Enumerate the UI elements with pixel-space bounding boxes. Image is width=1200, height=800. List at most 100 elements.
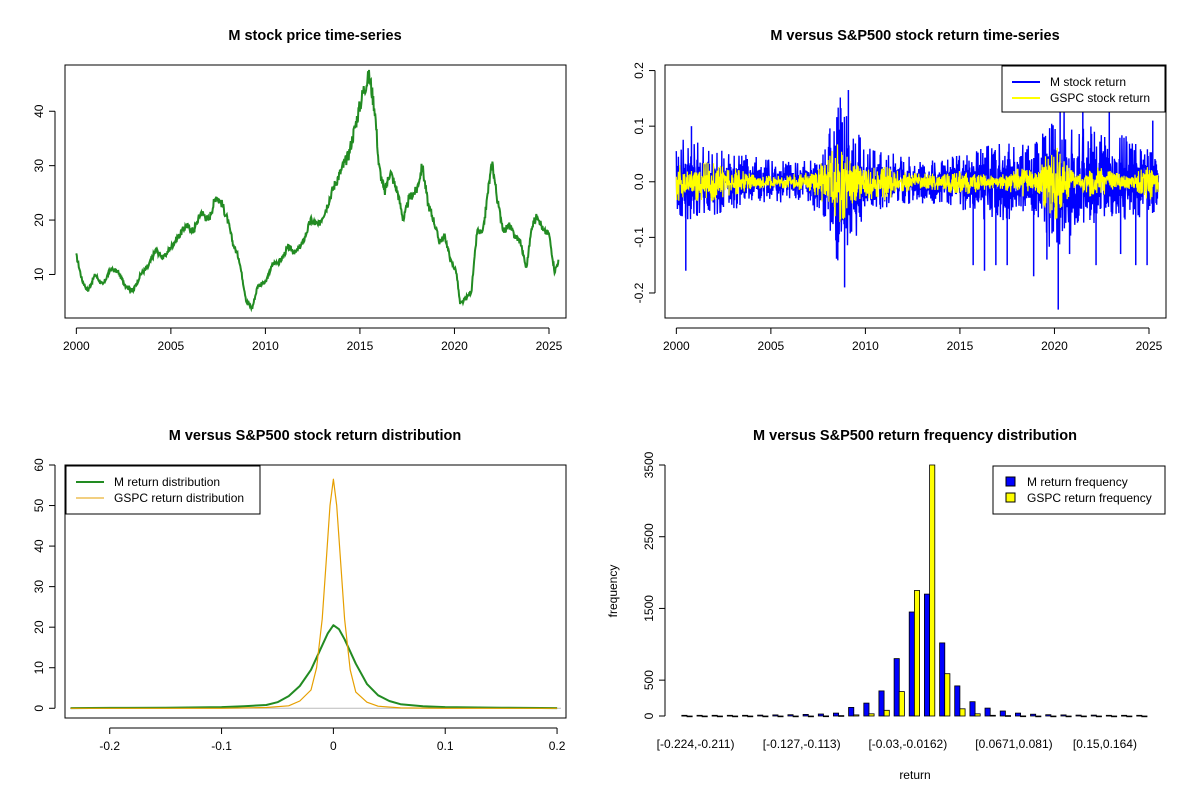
y-tick-label: 500 <box>642 670 656 690</box>
y-tick-label: -0.1 <box>632 227 646 248</box>
gspc-frequency-bar <box>732 715 739 718</box>
gspc-frequency-bar <box>1141 715 1148 718</box>
gspc-frequency-bar <box>838 715 845 717</box>
plot-frame <box>664 64 1167 319</box>
gspc-frequency-bar <box>762 715 769 718</box>
y-tick-label: 10 <box>32 661 46 675</box>
m-frequency-bar <box>908 611 915 717</box>
y-tick-label: 0 <box>642 712 656 719</box>
legend-label: M stock return <box>1050 75 1126 89</box>
legend-box <box>992 465 1166 515</box>
gspc-density-line <box>70 478 558 709</box>
y-tick-label: 60 <box>32 458 46 472</box>
gspc-frequency-bar <box>747 715 754 718</box>
gspc-frequency-bar <box>1080 715 1087 718</box>
y-tick-label: -0.2 <box>632 282 646 303</box>
x-tick-label: [0.0671,0.081) <box>975 737 1052 751</box>
m-frequency-bar <box>1105 714 1112 717</box>
gspc-frequency-bar <box>716 715 723 718</box>
x-tick-label: -0.1 <box>211 739 232 753</box>
x-tick-label: 2000 <box>663 339 690 353</box>
gspc-frequency-bar <box>777 715 784 718</box>
legend-box <box>1001 65 1166 113</box>
y-tick-label: 0.0 <box>632 173 646 190</box>
y-tick-label: 20 <box>32 620 46 634</box>
legend: M return distribution GSPC return distri… <box>65 465 261 515</box>
x-tick-label: 2005 <box>158 339 185 353</box>
y-tick-label: 40 <box>32 104 46 118</box>
legend-box <box>65 465 261 515</box>
gspc-frequency-bar <box>868 713 875 717</box>
gspc-frequency-bar <box>914 590 921 717</box>
chart-title: M stock price time-series <box>228 28 401 44</box>
panel-histogram: M versus S&P500 return frequency distrib… <box>606 428 1166 782</box>
m-frequency-bar <box>711 714 718 717</box>
chart-title: M versus S&P500 stock return distributio… <box>169 428 462 444</box>
m-frequency-bar <box>939 642 946 717</box>
x-tick-label: 2000 <box>63 339 90 353</box>
m-frequency-bar <box>681 714 688 717</box>
m-frequency-bar <box>726 714 733 717</box>
y-tick-label: 1500 <box>642 595 656 622</box>
gspc-frequency-bar <box>1020 715 1027 718</box>
y-tick-label: 2500 <box>642 523 656 550</box>
price-line <box>75 69 560 313</box>
legend-swatch <box>1005 476 1016 487</box>
gspc-frequency-bar <box>823 715 830 718</box>
x-tick-label: 2005 <box>758 339 785 353</box>
x-tick-label: 2020 <box>1041 339 1068 353</box>
x-tick-label: [-0.127,-0.113) <box>763 737 841 751</box>
gspc-frequency-bar <box>1065 715 1072 718</box>
gspc-frequency-bar <box>1035 715 1042 718</box>
legend: M return frequency GSPC return frequency <box>992 465 1166 515</box>
gspc-frequency-bar <box>929 464 936 717</box>
y-tick-label: 40 <box>32 539 46 553</box>
m-frequency-bar <box>1015 712 1022 717</box>
m-frequency-bar <box>1060 714 1067 717</box>
m-frequency-bar <box>924 593 931 717</box>
gspc-frequency-bar <box>1050 715 1057 718</box>
y-tick-label: 20 <box>32 213 46 227</box>
legend-swatch <box>1005 492 1016 503</box>
m-density-line <box>70 624 558 710</box>
m-frequency-bar <box>893 658 900 717</box>
gspc-frequency-bar <box>1126 715 1133 718</box>
legend-label: M return distribution <box>114 475 220 489</box>
m-frequency-bar <box>969 701 976 717</box>
x-tick-label: 2025 <box>1136 339 1163 353</box>
m-frequency-bar <box>787 714 794 717</box>
x-tick-label: [-0.224,-0.211) <box>657 737 735 751</box>
gspc-frequency-bar <box>944 673 951 717</box>
x-tick-label: 2010 <box>852 339 879 353</box>
chart-title: M versus S&P500 stock return time-series <box>770 28 1059 44</box>
x-tick-label: 2025 <box>536 339 563 353</box>
m-frequency-bar <box>772 714 779 717</box>
m-frequency-bar <box>1136 714 1143 717</box>
y-axis-label: frequency <box>606 565 620 618</box>
legend: M stock return GSPC stock return <box>1001 65 1166 113</box>
gspc-frequency-bar <box>1005 715 1012 717</box>
m-frequency-bar <box>1045 714 1052 717</box>
legend-label: M return frequency <box>1027 475 1128 489</box>
panel-returns: M versus S&P500 stock return time-series… <box>632 28 1167 353</box>
x-tick-label: 0.2 <box>549 739 566 753</box>
x-tick-label: 2010 <box>252 339 279 353</box>
gspc-frequency-bar <box>989 714 996 717</box>
gspc-frequency-bar <box>701 715 708 718</box>
x-axis-label: return <box>899 768 930 782</box>
x-tick-label: 0 <box>330 739 337 753</box>
gspc-frequency-bar <box>974 713 981 717</box>
m-frequency-bar <box>833 712 840 717</box>
legend-label: GSPC return frequency <box>1027 491 1152 505</box>
m-frequency-bar <box>817 713 824 717</box>
y-tick-label: 50 <box>32 499 46 513</box>
gspc-frequency-bar <box>792 715 799 718</box>
gspc-frequency-bar <box>959 708 966 717</box>
gspc-frequency-bar <box>898 691 905 717</box>
m-frequency-bar <box>696 714 703 717</box>
legend-label: GSPC stock return <box>1050 91 1150 105</box>
panel-price: M stock price time-series 2000 2005 2010 20… <box>32 28 567 353</box>
x-tick-label: -0.2 <box>99 739 120 753</box>
m-frequency-bar <box>1090 714 1097 717</box>
